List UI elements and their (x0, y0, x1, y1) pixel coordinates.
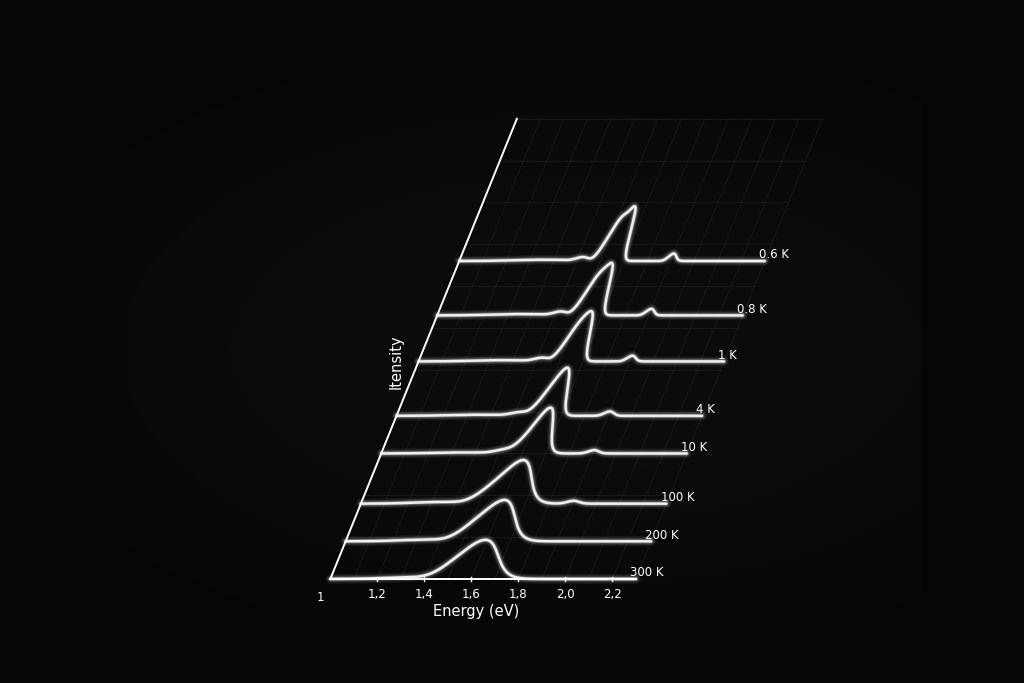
Text: 200 K: 200 K (645, 529, 679, 542)
Text: 0.8 K: 0.8 K (737, 303, 767, 316)
Ellipse shape (228, 169, 925, 529)
Ellipse shape (121, 114, 1024, 583)
Text: 1,4: 1,4 (415, 589, 434, 602)
Text: 1 K: 1 K (719, 348, 737, 361)
Text: Itensity: Itensity (389, 334, 403, 389)
Text: 1: 1 (316, 591, 324, 604)
Text: 0.6 K: 0.6 K (759, 248, 790, 261)
Text: 100 K: 100 K (660, 491, 694, 504)
Ellipse shape (335, 225, 817, 473)
Ellipse shape (0, 45, 1024, 652)
Text: 2,0: 2,0 (556, 589, 574, 602)
Text: 1,8: 1,8 (509, 589, 527, 602)
Text: 10 K: 10 K (681, 441, 708, 454)
Text: 4 K: 4 K (696, 403, 715, 416)
Text: Energy (eV): Energy (eV) (433, 604, 519, 619)
Text: 1,2: 1,2 (368, 589, 387, 602)
Text: 2,2: 2,2 (603, 589, 622, 602)
Text: 1,6: 1,6 (462, 589, 480, 602)
Text: 300 K: 300 K (630, 566, 664, 579)
